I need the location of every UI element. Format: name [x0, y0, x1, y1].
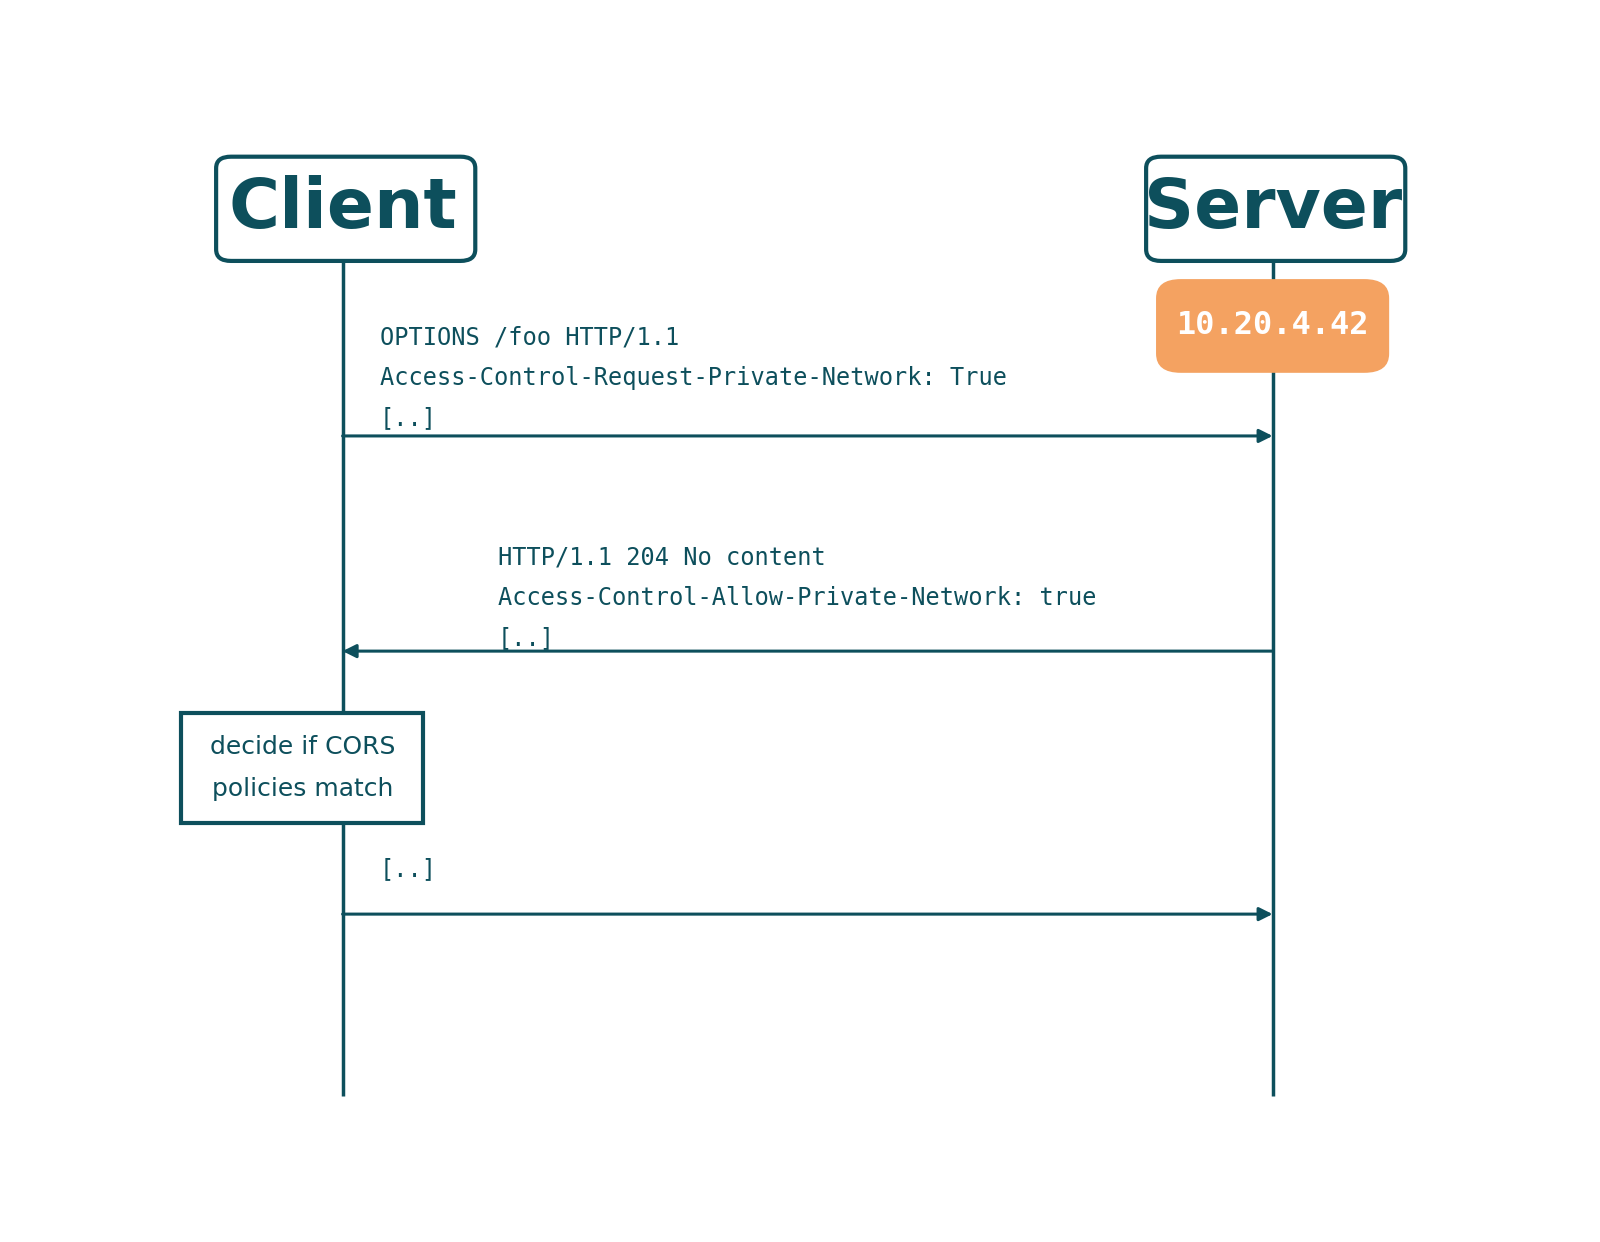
Text: decide if CORS: decide if CORS: [210, 735, 395, 759]
Text: Access-Control-Allow-Private-Network: true: Access-Control-Allow-Private-Network: tr…: [498, 586, 1096, 610]
Text: [..]: [..]: [498, 626, 555, 651]
Text: Server: Server: [1144, 175, 1402, 242]
Text: [..]: [..]: [379, 857, 437, 881]
FancyBboxPatch shape: [1157, 279, 1389, 373]
Text: 10.20.4.42: 10.20.4.42: [1176, 310, 1370, 342]
FancyBboxPatch shape: [181, 713, 422, 823]
Text: policies match: policies match: [211, 777, 394, 801]
Text: HTTP/1.1 204 No content: HTTP/1.1 204 No content: [498, 546, 826, 570]
Text: OPTIONS /foo HTTP/1.1: OPTIONS /foo HTTP/1.1: [379, 325, 678, 350]
Text: [..]: [..]: [379, 406, 437, 430]
FancyBboxPatch shape: [216, 156, 475, 261]
FancyBboxPatch shape: [1146, 156, 1405, 261]
Text: Client: Client: [229, 175, 458, 242]
Text: Access-Control-Request-Private-Network: True: Access-Control-Request-Private-Network: …: [379, 366, 1006, 390]
